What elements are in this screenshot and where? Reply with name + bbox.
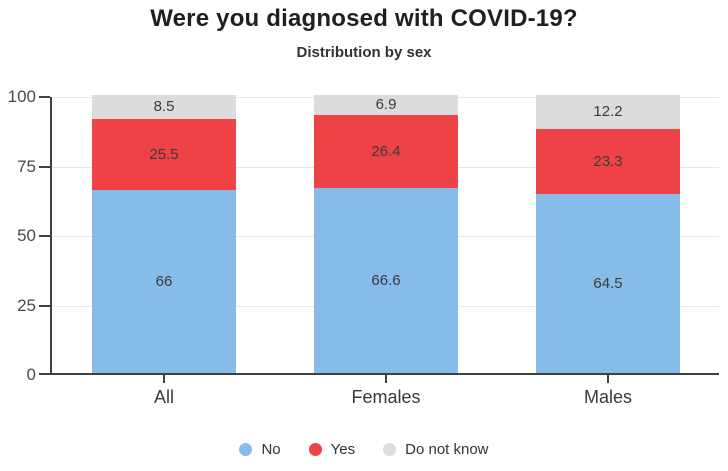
x-tick-all	[163, 375, 165, 383]
y-axis-label: 50	[17, 226, 36, 245]
value-label: 6.9	[375, 96, 397, 114]
y-axis-label: 75	[17, 156, 36, 176]
plot-area: 100 75 50 25 0 66 25.5 8.5 66.6 26.4 6.9…	[8, 87, 719, 407]
chart-subtitle: Distribution by sex	[296, 44, 432, 61]
bar-females-segment-yes[interactable]: 26.4	[314, 114, 458, 188]
value-label: 8.5	[153, 98, 175, 116]
x-category-label-all: All	[153, 387, 175, 407]
y-tick-75	[39, 165, 50, 168]
legend-swatch-yes-icon	[308, 443, 322, 456]
bar-females: 66.6 26.4 6.9	[314, 95, 458, 373]
value-label: 12.2	[593, 103, 623, 121]
value-label: 23.3	[593, 152, 623, 170]
bar-females-segment-no[interactable]: 66.6	[314, 187, 458, 373]
y-axis-label: 0	[26, 365, 36, 384]
value-label: 25.5	[149, 145, 179, 163]
bar-all-segment-yes[interactable]: 25.5	[92, 118, 236, 190]
chart-header: Were you diagnosed with COVID-19? Distri…	[0, 5, 728, 61]
value-label: 66.6	[371, 271, 401, 289]
bar-all-segment-no[interactable]: 66	[92, 189, 236, 373]
legend-item-no[interactable]: No	[239, 441, 281, 458]
bar-all: 66 25.5 8.5	[92, 95, 236, 373]
x-category-label-males: Males	[583, 387, 633, 407]
legend: No Yes Do not know	[0, 441, 728, 458]
legend-swatch-no-icon	[239, 443, 253, 456]
value-label: 66	[155, 272, 173, 290]
x-category-label-females: Females	[351, 387, 421, 407]
x-axis-line	[39, 373, 719, 375]
legend-label-do-not-know: Do not know	[405, 441, 489, 458]
chart-title: Were you diagnosed with COVID-19?	[150, 5, 578, 32]
bar-males-segment-do-not-know[interactable]: 12.2	[536, 95, 680, 129]
bar-males-segment-no[interactable]: 64.5	[536, 193, 680, 373]
bar-females-segment-do-not-know[interactable]: 6.9	[314, 95, 458, 115]
x-tick-females	[385, 375, 387, 383]
value-label: 26.4	[371, 142, 401, 160]
legend-item-do-not-know[interactable]: Do not know	[383, 441, 489, 458]
y-axis-label: 100	[7, 87, 36, 106]
legend-label-yes: Yes	[330, 441, 356, 458]
x-tick-males	[607, 375, 609, 383]
y-tick-50	[39, 235, 50, 237]
y-tick-100	[39, 96, 50, 98]
bar-males: 64.5 23.3 12.2	[536, 95, 680, 373]
y-axis-label: 25	[17, 295, 36, 315]
legend-swatch-do-not-know-icon	[383, 443, 397, 456]
legend-item-yes[interactable]: Yes	[308, 441, 356, 458]
bar-males-segment-yes[interactable]: 23.3	[536, 128, 680, 194]
bar-all-segment-do-not-know[interactable]: 8.5	[92, 95, 236, 119]
legend-label-no: No	[261, 441, 281, 458]
y-tick-25	[39, 304, 50, 307]
y-axis-line	[50, 97, 52, 375]
y-tick-0	[39, 373, 50, 375]
value-label: 64.5	[593, 274, 623, 292]
